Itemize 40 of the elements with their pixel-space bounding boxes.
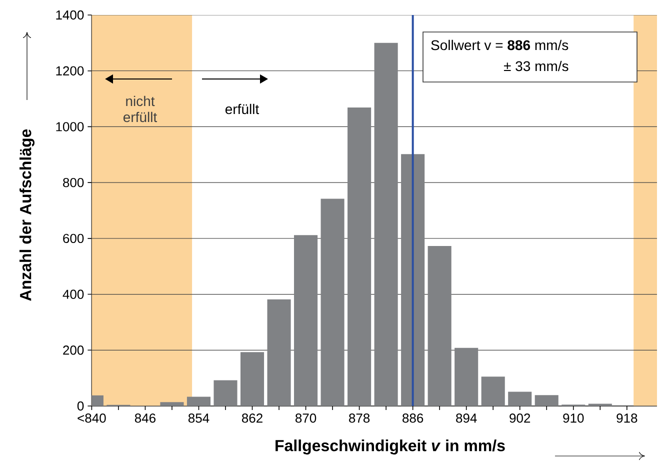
x-tick-label: 846 [134, 414, 156, 423]
bar [348, 107, 372, 406]
y-axis-title: Anzahl der Aufschläge [20, 129, 34, 301]
y-tick-label: 1200 [56, 66, 84, 76]
x-tick-label: 894 [456, 414, 477, 423]
y-tick-label: 1400 [56, 10, 84, 20]
bar [294, 235, 318, 406]
bar [454, 348, 478, 406]
ref-line-label: Sollwert v = 886 mm/s [431, 40, 568, 50]
x-tick-label: 902 [510, 414, 530, 423]
bar [214, 380, 238, 406]
bar [186, 396, 211, 406]
x-tick-label: 854 [188, 414, 210, 423]
bar [160, 402, 184, 406]
x-tick-label: 910 [563, 414, 584, 423]
bar [320, 198, 344, 406]
bar [508, 392, 532, 406]
y-tick-label: 200 [63, 346, 84, 355]
x-tick-label: 878 [349, 414, 370, 423]
x-tick-label: <840 [78, 414, 106, 423]
y-tick-label: 1000 [56, 122, 84, 132]
annotation: nicht erfüllt [123, 96, 158, 122]
bar [401, 154, 425, 406]
bar [534, 395, 558, 406]
x-tick-label: 918 [616, 414, 638, 423]
annotation: erfüllt [225, 104, 260, 114]
y-tick-label: 0 [77, 401, 84, 411]
x-tick-label: 886 [402, 414, 424, 423]
y-tick-label: 800 [63, 178, 84, 188]
x-tick-label: 870 [296, 414, 316, 423]
x-axis-title: Fallgeschwindigkeit v in mm/s [276, 440, 505, 454]
bar [428, 246, 452, 406]
annotation: ± 33 mm/s [504, 60, 568, 72]
y-tick-label: 400 [62, 290, 84, 299]
bar [240, 352, 264, 406]
bar [481, 376, 505, 406]
y-tick-label: 600 [63, 234, 84, 244]
x-tick-label: 862 [242, 414, 262, 423]
bar [267, 299, 291, 406]
bar [374, 42, 398, 406]
